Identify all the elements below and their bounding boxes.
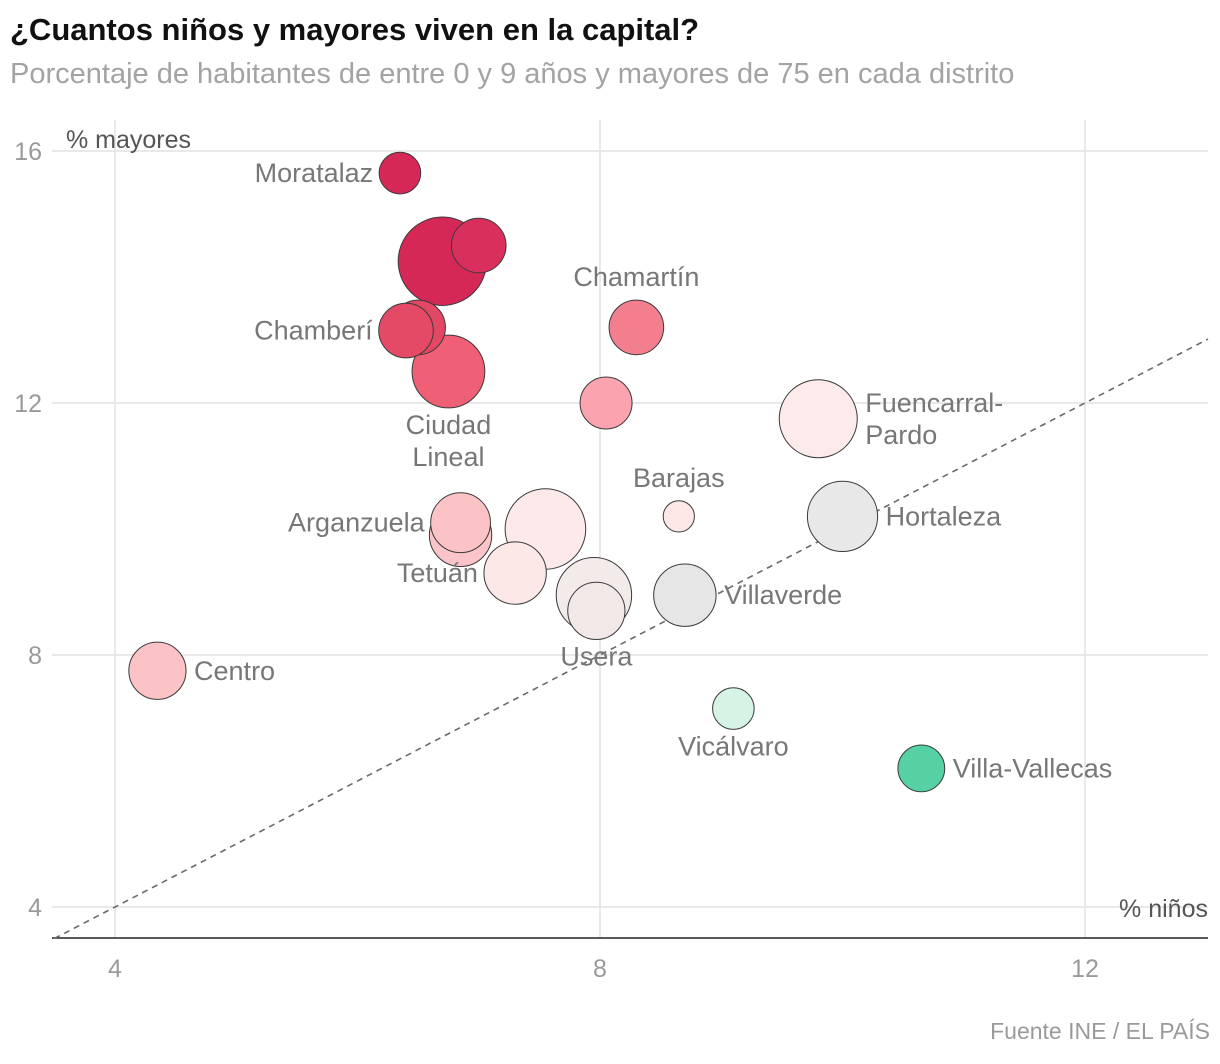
y-axis-label: % mayores xyxy=(66,126,191,154)
point-label: Arganzuela xyxy=(288,508,426,538)
point-label: Villaverde xyxy=(724,580,842,610)
point-label: Chamberí xyxy=(254,316,373,346)
reference-diagonal-line xyxy=(54,338,1209,940)
point-label: Barajas xyxy=(633,463,725,493)
point-label: Chamartín xyxy=(573,262,699,292)
axes: 4 8 12 16 4 8 12 xyxy=(14,138,1208,983)
bubble-point xyxy=(450,217,507,274)
y-tick-label: 8 xyxy=(28,642,42,670)
bubble-point xyxy=(567,581,626,641)
x-axis-label: % niños xyxy=(1119,895,1208,923)
y-tick-label: 12 xyxy=(14,390,42,418)
chart-title: ¿Cuantos niños y mayores viven en la cap… xyxy=(10,12,700,47)
point-label: Centro xyxy=(194,656,275,686)
point-label: Fuencarral-Pardo xyxy=(865,388,1003,450)
bubble-point xyxy=(608,299,665,356)
bubble-point xyxy=(662,500,695,533)
bubble-point xyxy=(411,334,486,409)
bubble-point xyxy=(378,302,434,359)
bubble-point xyxy=(483,541,547,605)
point-label: Ciudad Lineal xyxy=(406,410,492,472)
y-tick-label: 4 xyxy=(28,894,42,922)
point-labels: Moratalaz Chamartín Chamberí Ciudad Lineal Fu… xyxy=(194,158,1112,783)
y-tick-label: 16 xyxy=(14,138,42,166)
data-points xyxy=(128,151,946,793)
source-credit: Fuente INE / EL PAÍS xyxy=(990,1018,1210,1044)
bubble-point xyxy=(712,687,755,730)
point-label: Moratalaz xyxy=(255,158,374,188)
point-label: Hortaleza xyxy=(886,501,1003,531)
bubble-point xyxy=(778,379,858,459)
x-tick-label: 12 xyxy=(1071,955,1099,983)
bubble-point xyxy=(653,563,717,627)
x-tick-label: 8 xyxy=(593,955,607,983)
bubble-point xyxy=(378,151,422,195)
point-label: Villa-Vallecas xyxy=(953,753,1113,783)
bubble-point xyxy=(430,492,491,554)
point-label: Usera xyxy=(560,642,633,672)
grid-lines xyxy=(52,120,1208,938)
point-label: Tetuán xyxy=(397,558,478,588)
bubble-point xyxy=(579,376,633,430)
bubble-point xyxy=(128,641,187,700)
bubble-point xyxy=(897,744,946,793)
bubble-point xyxy=(806,480,879,553)
x-tick-label: 4 xyxy=(108,955,122,983)
point-label: Vicálvaro xyxy=(678,731,789,761)
chart-subtitle: Porcentaje de habitantes de entre 0 y 9 … xyxy=(10,58,1015,90)
